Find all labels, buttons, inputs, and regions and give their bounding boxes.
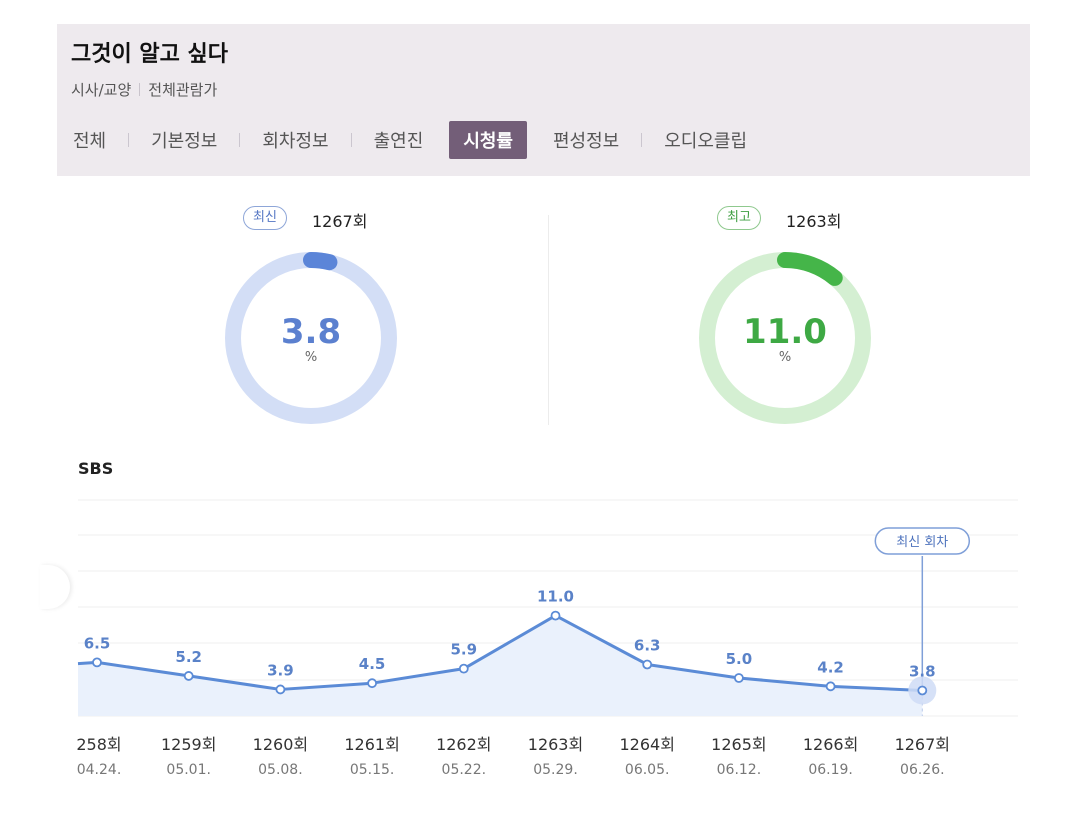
meta-separator [139, 83, 141, 96]
x-tick-episode: 1259회 [161, 735, 216, 754]
x-tick-episode: 258회 [76, 735, 121, 754]
x-tick-episode: 1261회 [344, 735, 399, 754]
x-tick-date: 06.12. [717, 762, 762, 778]
latest-episode: 1267회 [312, 212, 368, 231]
latest-rating-value: 3.8 [280, 312, 342, 352]
data-point [275, 684, 286, 695]
area-fill [78, 615, 923, 716]
x-tick-date: 06.19. [808, 762, 853, 778]
data-point [917, 685, 928, 696]
tab-separator [239, 133, 241, 147]
latest-episode-badge-label: 최신 회차 [896, 535, 948, 550]
latest-rating-unit: % [304, 350, 318, 365]
latest-donut-arc [225, 252, 397, 424]
program-header: 그것이 알고 싶다 시사/교양 전체관람가 전체 기본정보 회차정보 출연진 시… [57, 24, 1030, 176]
tab-audio-clip[interactable]: 오디오클립 [664, 131, 748, 152]
highest-badge: 최고 [717, 206, 761, 230]
x-tick-date: 06.26. [900, 762, 945, 778]
x-tick-date: 05.01. [166, 762, 211, 778]
x-tick-episode: 1267회 [895, 735, 950, 754]
x-tick-date: 05.08. [258, 762, 303, 778]
data-label: 6.5 [84, 634, 111, 652]
data-label: 5.2 [175, 648, 202, 666]
data-point [734, 673, 744, 683]
program-genre: 시사/교양 [71, 81, 132, 99]
program-rating: 전체관람가 [148, 81, 218, 99]
tab-separator [128, 133, 130, 147]
tab-cast[interactable]: 출연진 [373, 131, 424, 152]
data-label: 4.2 [817, 658, 844, 676]
x-tick-date: 05.22. [442, 762, 487, 778]
tab-ratings[interactable]: 시청률 [449, 121, 527, 159]
tab-episode-info[interactable]: 회차정보 [262, 131, 329, 152]
data-point [825, 681, 836, 692]
data-point [458, 663, 469, 674]
tab-bar: 전체 기본정보 회차정보 출연진 시청률 편성정보 오디오클립 [69, 121, 751, 159]
data-label: 4.5 [359, 655, 386, 673]
latest-episode-badge [874, 527, 971, 555]
highest-rating-value: 11.0 [743, 312, 827, 352]
highest-donut-label: 11.0 % [705, 312, 865, 365]
tab-basic-info[interactable]: 기본정보 [151, 131, 218, 152]
x-tick-date: 06.05. [625, 762, 670, 778]
latest-badge: 최신 [243, 206, 287, 230]
data-label: 11.0 [537, 588, 574, 606]
x-tick-episode: 1263회 [528, 735, 583, 754]
data-point [367, 678, 378, 689]
tab-all[interactable]: 전체 [73, 131, 107, 152]
data-point [642, 659, 653, 670]
data-label: 5.9 [451, 641, 478, 659]
tab-schedule[interactable]: 편성정보 [553, 131, 620, 152]
data-label: 5.0 [726, 650, 753, 668]
data-label: 3.9 [267, 661, 294, 679]
x-tick-date: 05.15. [350, 762, 395, 778]
highest-donut-arc [699, 252, 871, 424]
data-label: 6.3 [634, 636, 661, 654]
x-tick-episode: 1260회 [253, 735, 308, 754]
x-tick-date: 04.24. [77, 762, 122, 778]
channel-label: SBS [78, 459, 114, 478]
data-point [183, 671, 194, 681]
highest-rating-unit: % [778, 350, 792, 365]
x-tick-episode: 1262회 [436, 735, 491, 754]
tab-separator [350, 133, 352, 147]
latest-donut-label: 3.8 % [231, 312, 391, 365]
x-tick-episode: 1266회 [803, 735, 858, 754]
data-point [92, 657, 102, 668]
program-meta: 시사/교양 전체관람가 [71, 79, 217, 100]
x-tick-episode: 1264회 [619, 735, 674, 754]
program-title: 그것이 알고 싶다 [71, 42, 228, 67]
summary-divider [548, 215, 549, 425]
highest-episode: 1263회 [786, 212, 842, 231]
x-tick-episode: 1265회 [711, 735, 766, 754]
data-label: 3.8 [909, 662, 936, 680]
x-tick-date: 05.29. [533, 762, 578, 778]
tab-separator [641, 133, 643, 147]
data-point [550, 610, 561, 621]
